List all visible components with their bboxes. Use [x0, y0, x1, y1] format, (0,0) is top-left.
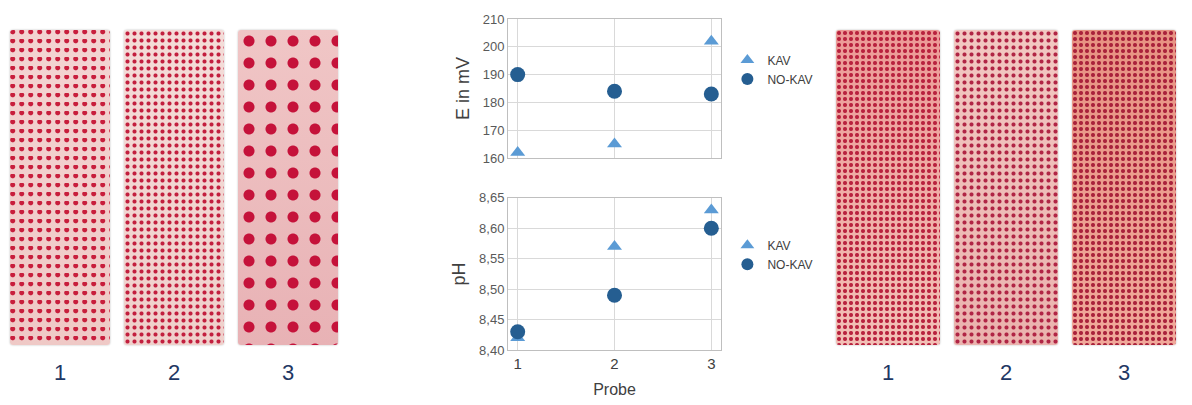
svg-text:1: 1 — [514, 355, 522, 372]
svg-text:pH: pH — [449, 262, 469, 285]
svg-text:160: 160 — [483, 151, 505, 166]
svg-text:KAV: KAV — [767, 54, 790, 68]
svg-text:Probe: Probe — [593, 381, 636, 398]
svg-text:8,55: 8,55 — [479, 251, 504, 266]
svg-text:3: 3 — [707, 355, 715, 372]
svg-text:NO-KAV: NO-KAV — [767, 258, 812, 272]
svg-text:8,65: 8,65 — [479, 190, 504, 205]
svg-text:8,40: 8,40 — [479, 343, 504, 358]
html-text:3: 3 — [1117, 360, 1131, 385]
svg-text:190: 190 — [483, 67, 505, 82]
svg-text:8,45: 8,45 — [479, 312, 504, 327]
html-text:2: 2 — [999, 360, 1013, 385]
svg-text:NO-KAV: NO-KAV — [767, 73, 812, 87]
html-text:1: 1 — [881, 360, 895, 385]
svg-text:KAV: KAV — [767, 239, 790, 253]
svg-text:E in mV: E in mV — [453, 57, 473, 120]
html-text:2: 2 — [167, 360, 181, 385]
svg-text:180: 180 — [483, 95, 505, 110]
svg-text:2: 2 — [610, 355, 618, 372]
svg-text:8,60: 8,60 — [479, 221, 504, 236]
html-text:3: 3 — [281, 360, 295, 385]
svg-text:170: 170 — [483, 123, 505, 138]
svg-text:200: 200 — [483, 39, 505, 54]
svg-text:210: 210 — [483, 12, 505, 27]
html-text:1: 1 — [53, 360, 67, 385]
svg-text:8,50: 8,50 — [479, 282, 504, 297]
